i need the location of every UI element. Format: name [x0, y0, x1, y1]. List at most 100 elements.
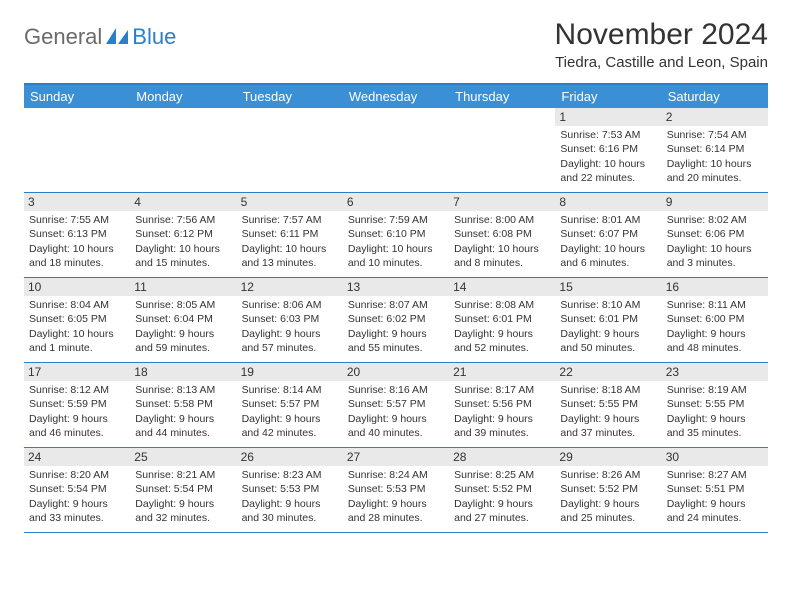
daylight-line: Daylight: 10 hours and 6 minutes. — [560, 242, 656, 270]
sunset-line: Sunset: 6:04 PM — [135, 312, 231, 326]
day-number: 6 — [343, 193, 449, 211]
week-row: 3Sunrise: 7:55 AMSunset: 6:13 PMDaylight… — [24, 193, 768, 278]
daylight-line: Daylight: 10 hours and 22 minutes. — [560, 157, 656, 185]
day-empty — [343, 108, 449, 192]
sunset-line: Sunset: 5:59 PM — [29, 397, 125, 411]
day-number: 20 — [343, 363, 449, 381]
sunrise-line: Sunrise: 8:12 AM — [29, 383, 125, 397]
sunrise-line: Sunrise: 8:14 AM — [242, 383, 338, 397]
day-number: 10 — [24, 278, 130, 296]
sunrise-line: Sunrise: 8:18 AM — [560, 383, 656, 397]
sunrise-line: Sunrise: 8:04 AM — [29, 298, 125, 312]
day-number: 1 — [555, 108, 661, 126]
sunset-line: Sunset: 6:02 PM — [348, 312, 444, 326]
sunrise-line: Sunrise: 8:24 AM — [348, 468, 444, 482]
sunset-line: Sunset: 6:10 PM — [348, 227, 444, 241]
daylight-line: Daylight: 10 hours and 13 minutes. — [242, 242, 338, 270]
weekday-saturday: Saturday — [662, 85, 768, 108]
daylight-line: Daylight: 9 hours and 50 minutes. — [560, 327, 656, 355]
week-row: 24Sunrise: 8:20 AMSunset: 5:54 PMDayligh… — [24, 448, 768, 533]
sunrise-line: Sunrise: 8:27 AM — [667, 468, 763, 482]
day-number: 2 — [662, 108, 768, 126]
day-24: 24Sunrise: 8:20 AMSunset: 5:54 PMDayligh… — [24, 448, 130, 532]
day-number: 4 — [130, 193, 236, 211]
weekday-row: SundayMondayTuesdayWednesdayThursdayFrid… — [24, 85, 768, 108]
daylight-line: Daylight: 9 hours and 52 minutes. — [454, 327, 550, 355]
sunset-line: Sunset: 6:03 PM — [242, 312, 338, 326]
sunset-line: Sunset: 6:00 PM — [667, 312, 763, 326]
day-1: 1Sunrise: 7:53 AMSunset: 6:16 PMDaylight… — [555, 108, 661, 192]
sunset-line: Sunset: 5:54 PM — [29, 482, 125, 496]
day-number: 14 — [449, 278, 555, 296]
day-number: 19 — [237, 363, 343, 381]
daylight-line: Daylight: 9 hours and 42 minutes. — [242, 412, 338, 440]
day-12: 12Sunrise: 8:06 AMSunset: 6:03 PMDayligh… — [237, 278, 343, 362]
week-row: 10Sunrise: 8:04 AMSunset: 6:05 PMDayligh… — [24, 278, 768, 363]
logo-sail-icon — [106, 28, 128, 46]
sunrise-line: Sunrise: 7:54 AM — [667, 128, 763, 142]
sunset-line: Sunset: 5:54 PM — [135, 482, 231, 496]
sunrise-line: Sunrise: 8:17 AM — [454, 383, 550, 397]
sunset-line: Sunset: 5:55 PM — [667, 397, 763, 411]
daylight-line: Daylight: 10 hours and 8 minutes. — [454, 242, 550, 270]
sunset-line: Sunset: 5:56 PM — [454, 397, 550, 411]
day-9: 9Sunrise: 8:02 AMSunset: 6:06 PMDaylight… — [662, 193, 768, 277]
sunset-line: Sunset: 5:53 PM — [348, 482, 444, 496]
week-row: 17 Sunrise: 8:12 AMSunset: 5:59 PM Dayligh… — [24, 363, 768, 448]
month-title: November 2024 — [555, 18, 768, 52]
weekday-monday: Monday — [130, 85, 236, 108]
day-number: 28 — [449, 448, 555, 466]
sunset-line: Sunset: 6:05 PM — [29, 312, 125, 326]
weekday-wednesday: Wednesday — [343, 85, 449, 108]
day-number: 8 — [555, 193, 661, 211]
day-empty — [237, 108, 343, 192]
day-number: 15 — [555, 278, 661, 296]
sunset-line: Sunset: 6:06 PM — [667, 227, 763, 241]
sunrise-line: Sunrise: 7:59 AM — [348, 213, 444, 227]
day-number: 17 — [24, 363, 130, 381]
day-13: 13Sunrise: 8:07 AMSunset: 6:02 PMDayligh… — [343, 278, 449, 362]
day-14: 14Sunrise: 8:08 AMSunset: 6:01 PMDayligh… — [449, 278, 555, 362]
calendar: SundayMondayTuesdayWednesdayThursdayFrid… — [24, 83, 768, 533]
sunset-line: Sunset: 5:57 PM — [242, 397, 338, 411]
day-number: 22 — [555, 363, 661, 381]
weeks-container: 1Sunrise: 7:53 AMSunset: 6:16 PMDaylight… — [24, 108, 768, 533]
sunrise-line: Sunrise: 8:10 AM — [560, 298, 656, 312]
daylight-line: Daylight: 10 hours and 1 minute. — [29, 327, 125, 355]
sunrise-line: Sunrise: 7:57 AM — [242, 213, 338, 227]
sunset-line: Sunset: 6:13 PM — [29, 227, 125, 241]
daylight-line: Daylight: 9 hours and 27 minutes. — [454, 497, 550, 525]
day-number: 5 — [237, 193, 343, 211]
day-empty — [130, 108, 236, 192]
day-number: 29 — [555, 448, 661, 466]
day-number: 3 — [24, 193, 130, 211]
sunrise-line: Sunrise: 8:26 AM — [560, 468, 656, 482]
daylight-line: Daylight: 9 hours and 59 minutes. — [135, 327, 231, 355]
sunrise-line: Sunrise: 8:21 AM — [135, 468, 231, 482]
day-4: 4 Sunrise: 7:56 AMSunset: 6:12 PMDaylight… — [130, 193, 236, 277]
day-17: 17Sunrise: 8:12 AMSunset: 5:59 PMDayligh… — [24, 363, 130, 447]
daylight-line: Daylight: 9 hours and 30 minutes. — [242, 497, 338, 525]
sunrise-line: Sunrise: 8:20 AM — [29, 468, 125, 482]
daylight-line: Daylight: 9 hours and 55 minutes. — [348, 327, 444, 355]
logo-text-blue: Blue — [132, 24, 176, 50]
daylight-line: Daylight: 9 hours and 40 minutes. — [348, 412, 444, 440]
daylight-line: Daylight: 9 hours and 39 minutes. — [454, 412, 550, 440]
day-7: 7Sunrise: 8:00 AMSunset: 6:08 PMDaylight… — [449, 193, 555, 277]
sunset-line: Sunset: 6:12 PM — [135, 227, 231, 241]
sunrise-line: Sunrise: 8:25 AM — [454, 468, 550, 482]
day-number: 23 — [662, 363, 768, 381]
sunrise-line: Sunrise: 8:19 AM — [667, 383, 763, 397]
week-row: 1Sunrise: 7:53 AMSunset: 6:16 PMDaylight… — [24, 108, 768, 193]
page: General Blue November 2024 Tiedra, Casti… — [0, 0, 792, 551]
day-number: 18 — [130, 363, 236, 381]
daylight-line: Daylight: 10 hours and 15 minutes. — [135, 242, 231, 270]
sunrise-line: Sunrise: 8:02 AM — [667, 213, 763, 227]
sunrise-line: Sunrise: 7:56 AM — [135, 213, 231, 227]
sunset-line: Sunset: 5:53 PM — [242, 482, 338, 496]
sunset-line: Sunset: 5:51 PM — [667, 482, 763, 496]
daylight-line: Daylight: 9 hours and 57 minutes. — [242, 327, 338, 355]
daylight-line: Daylight: 9 hours and 24 minutes. — [667, 497, 763, 525]
day-number: 9 — [662, 193, 768, 211]
day-3: 3Sunrise: 7:55 AMSunset: 6:13 PMDaylight… — [24, 193, 130, 277]
